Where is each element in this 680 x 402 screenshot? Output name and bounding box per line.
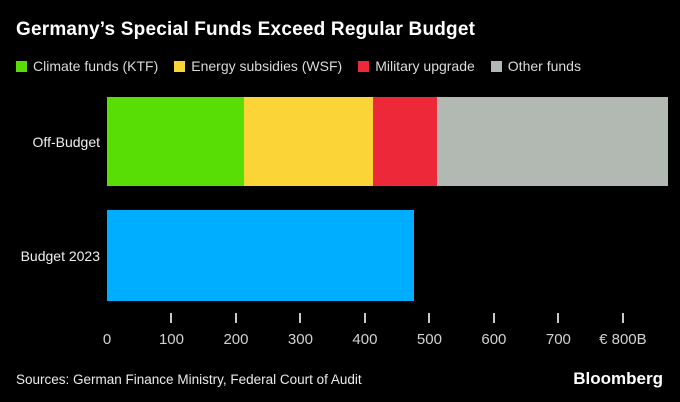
x-axis-tick-label: 500 [416, 331, 442, 348]
x-axis-tick-label: 100 [158, 331, 184, 348]
x-axis-tick-label: 600 [481, 331, 507, 348]
x-axis: 0 100 200 300 400 500 600 700 € 800B [103, 0, 668, 402]
legend-item-energy-subsidies-wsf: Energy subsidies (WSF) [174, 58, 342, 74]
legend-item-climate-funds-ktf: Climate funds (KTF) [16, 58, 158, 74]
legend-item-military-upgrade: Military upgrade [358, 58, 475, 74]
x-axis-tick-mark [621, 313, 624, 323]
x-axis-tick-label: 200 [223, 331, 249, 348]
legend-label: Energy subsidies (WSF) [191, 58, 343, 74]
legend-swatch-icon [490, 60, 502, 72]
category-label-off-budget: Off-Budget [32, 134, 100, 150]
legend-swatch-icon [174, 60, 186, 72]
x-axis-tick-mark [428, 313, 431, 323]
x-axis-tick-mark [557, 313, 560, 323]
x-axis-tick-mark [492, 313, 495, 323]
legend-label: Climate funds (KTF) [33, 58, 159, 74]
x-axis-tick-label: 300 [287, 331, 313, 348]
legend: Climate funds (KTF) Energy subsidies (WSF… [16, 58, 581, 74]
legend-label: Other funds [507, 58, 581, 74]
bar-segment-climate-funds-ktf [107, 97, 244, 186]
x-axis-tick-mark [234, 313, 237, 323]
bar-off-budget [107, 97, 668, 186]
x-axis-tick-mark [170, 313, 173, 323]
bar-budget-2023 [107, 210, 668, 301]
legend-swatch-icon [358, 60, 370, 72]
bar-segment-military-upgrade [372, 97, 438, 186]
legend-label: Military upgrade [375, 58, 475, 74]
bloomberg-logo: Bloomberg [573, 369, 663, 388]
bar-segment-regular-budget [107, 210, 414, 301]
x-axis-tick-label: € 800B [599, 331, 647, 348]
x-axis-tick-mark [299, 313, 302, 323]
plot-area: 0 100 200 300 400 500 600 700 € 800B [103, 0, 668, 402]
bar-segment-energy-subsidies-wsf [243, 97, 373, 186]
bar-segment-other-funds [437, 97, 668, 186]
category-label-budget-2023: Budget 2023 [20, 248, 100, 264]
legend-item-other-funds: Other funds [490, 58, 581, 74]
x-axis-tick-label: 400 [352, 331, 378, 348]
chart-title: Germany’s Special Funds Exceed Regular B… [16, 19, 476, 40]
legend-swatch-icon [16, 60, 27, 72]
x-axis-tick-label: 700 [545, 331, 571, 348]
x-axis-tick-label: 0 [102, 331, 112, 348]
x-axis-tick-mark [363, 313, 366, 323]
source-note: Sources: German Finance Ministry, Federa… [16, 372, 362, 387]
